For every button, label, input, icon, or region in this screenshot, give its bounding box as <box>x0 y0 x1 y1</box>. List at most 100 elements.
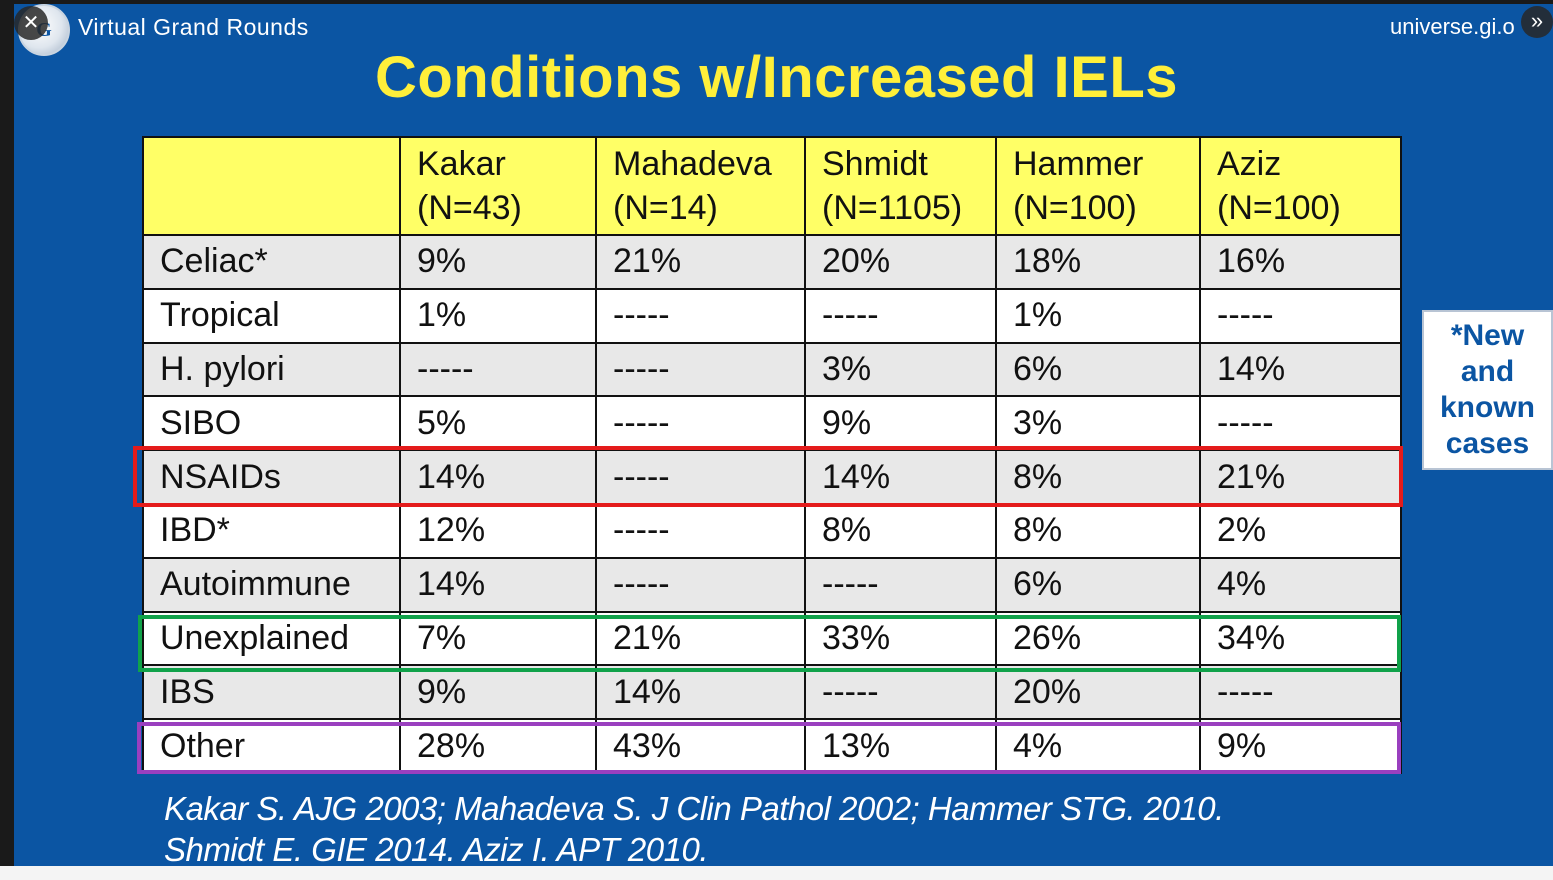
table-cell: 3% <box>804 341 997 398</box>
row-label: Unexplained <box>142 610 401 667</box>
note-line: cases <box>1445 427 1530 460</box>
table-cell: ----- <box>399 341 597 398</box>
table-row-nsaids: NSAIDs 14% ----- 14% 8% 21% <box>142 449 1402 505</box>
column-sample-size: (N=1105) <box>822 189 963 227</box>
column-study-name: Hammer <box>1013 145 1144 183</box>
table-cell: ----- <box>595 449 806 505</box>
table-cell: 9% <box>804 395 997 452</box>
row-label: IBD* <box>142 502 401 559</box>
row-label: NSAIDs <box>142 449 401 505</box>
table-cell: 14% <box>399 449 597 505</box>
table-cell: ----- <box>804 556 997 613</box>
table-cell: 8% <box>995 502 1201 559</box>
table-cell: 6% <box>995 341 1201 398</box>
table-cell: 14% <box>1199 341 1402 398</box>
table-cell: 4% <box>995 718 1201 774</box>
column-header: Shmidt (N=1105) <box>804 136 997 236</box>
column-header: Mahadeva (N=14) <box>595 136 806 236</box>
table-cell: 13% <box>804 718 997 774</box>
column-sample-size: (N=43) <box>417 189 522 227</box>
row-label: SIBO <box>142 395 401 452</box>
table-row-unexplained: Unexplained 7% 21% 33% 26% 34% <box>142 610 1402 667</box>
table-cell: 14% <box>595 664 806 721</box>
brand-title: Virtual Grand Rounds <box>78 14 309 40</box>
column-sample-size: (N=14) <box>613 189 718 227</box>
table-cell: 21% <box>595 234 806 290</box>
table-row: Autoimmune 14% ----- ----- 6% 4% <box>142 556 1402 613</box>
table-cell: 20% <box>995 664 1201 721</box>
table-row: IBS 9% 14% ----- 20% ----- <box>142 664 1402 721</box>
table-cell: 8% <box>995 449 1201 505</box>
row-label: Autoimmune <box>142 556 401 613</box>
table-cell: 4% <box>1199 556 1402 613</box>
next-slide-button[interactable]: » <box>1521 6 1553 38</box>
table-cell: 28% <box>399 718 597 774</box>
table-header-row: Kakar (N=43) Mahadeva (N=14) Shmidt (N=1105… <box>142 136 1402 236</box>
table-cell: 2% <box>1199 502 1402 559</box>
close-button[interactable]: ✕ <box>14 6 48 40</box>
table-cell: ----- <box>1199 395 1402 452</box>
slide-title: Conditions w/Increased IELs <box>374 45 1179 110</box>
table-cell: ----- <box>595 395 806 452</box>
note-line: *New <box>1450 319 1525 352</box>
bottom-strip <box>0 866 1553 880</box>
citation-line: Shmidt E. GIE 2014. Aziz I. APT 2010. <box>164 831 708 868</box>
row-label: Other <box>142 718 401 774</box>
column-sample-size: (N=100) <box>1013 189 1137 227</box>
column-study-name: Kakar <box>417 145 506 183</box>
note-line: and <box>1460 355 1515 388</box>
table-row: IBD* 12% ----- 8% 8% 2% <box>142 502 1402 559</box>
citations: Kakar S. AJG 2003; Mahadeva S. J Clin Pa… <box>164 788 1224 870</box>
new-known-cases-note: *New and known cases <box>1422 310 1553 470</box>
table-cell: 33% <box>804 610 997 667</box>
table-cell: 6% <box>995 556 1201 613</box>
row-label: IBS <box>142 664 401 721</box>
table-cell: 9% <box>1199 718 1402 774</box>
table-cell: ----- <box>595 556 806 613</box>
site-url: universe.gi.o <box>1390 14 1515 39</box>
table-cell: 16% <box>1199 234 1402 290</box>
column-header: Aziz (N=100) <box>1199 136 1402 236</box>
column-study-name: Shmidt <box>822 145 928 183</box>
iel-conditions-table: Kakar (N=43) Mahadeva (N=14) Shmidt (N=1105… <box>142 136 1402 774</box>
table-cell: ----- <box>804 287 997 344</box>
table-row-other: Other 28% 43% 13% 4% 9% <box>142 718 1402 774</box>
table-cell: ----- <box>595 502 806 559</box>
table-cell: 43% <box>595 718 806 774</box>
column-study-name: Aziz <box>1217 145 1282 183</box>
citation-line: Kakar S. AJG 2003; Mahadeva S. J Clin Pa… <box>164 790 1224 827</box>
table-cell: 14% <box>804 449 997 505</box>
table-cell: ----- <box>1199 664 1402 721</box>
table-cell: 5% <box>399 395 597 452</box>
table-cell: ----- <box>595 341 806 398</box>
table-row: H. pylori ----- ----- 3% 6% 14% <box>142 341 1402 398</box>
column-sample-size: (N=100) <box>1217 189 1341 227</box>
table-cell: 21% <box>595 610 806 667</box>
table-cell: 9% <box>399 664 597 721</box>
table-row: Tropical 1% ----- ----- 1% ----- <box>142 287 1402 344</box>
row-label: H. pylori <box>142 341 401 398</box>
table-row: SIBO 5% ----- 9% 3% ----- <box>142 395 1402 452</box>
table-cell: ----- <box>595 287 806 344</box>
table-cell: 12% <box>399 502 597 559</box>
column-header: Hammer (N=100) <box>995 136 1201 236</box>
column-header: Kakar (N=43) <box>399 136 597 236</box>
table-cell: 7% <box>399 610 597 667</box>
table-cell: 26% <box>995 610 1201 667</box>
table-cell: 21% <box>1199 449 1402 505</box>
table-cell: 14% <box>399 556 597 613</box>
table-cell: ----- <box>1199 287 1402 344</box>
row-label: Tropical <box>142 287 401 344</box>
table-row: Celiac* 9% 21% 20% 18% 16% <box>142 234 1402 290</box>
table-cell: 34% <box>1199 610 1402 667</box>
table-cell: 9% <box>399 234 597 290</box>
table-cell: 1% <box>995 287 1201 344</box>
table-cell: 18% <box>995 234 1201 290</box>
note-line: known <box>1440 391 1535 424</box>
table-cell: 3% <box>995 395 1201 452</box>
row-label: Celiac* <box>142 234 401 290</box>
table-cell: 8% <box>804 502 997 559</box>
table-cell: 20% <box>804 234 997 290</box>
table-cell: ----- <box>804 664 997 721</box>
header-corner-cell <box>142 136 401 236</box>
